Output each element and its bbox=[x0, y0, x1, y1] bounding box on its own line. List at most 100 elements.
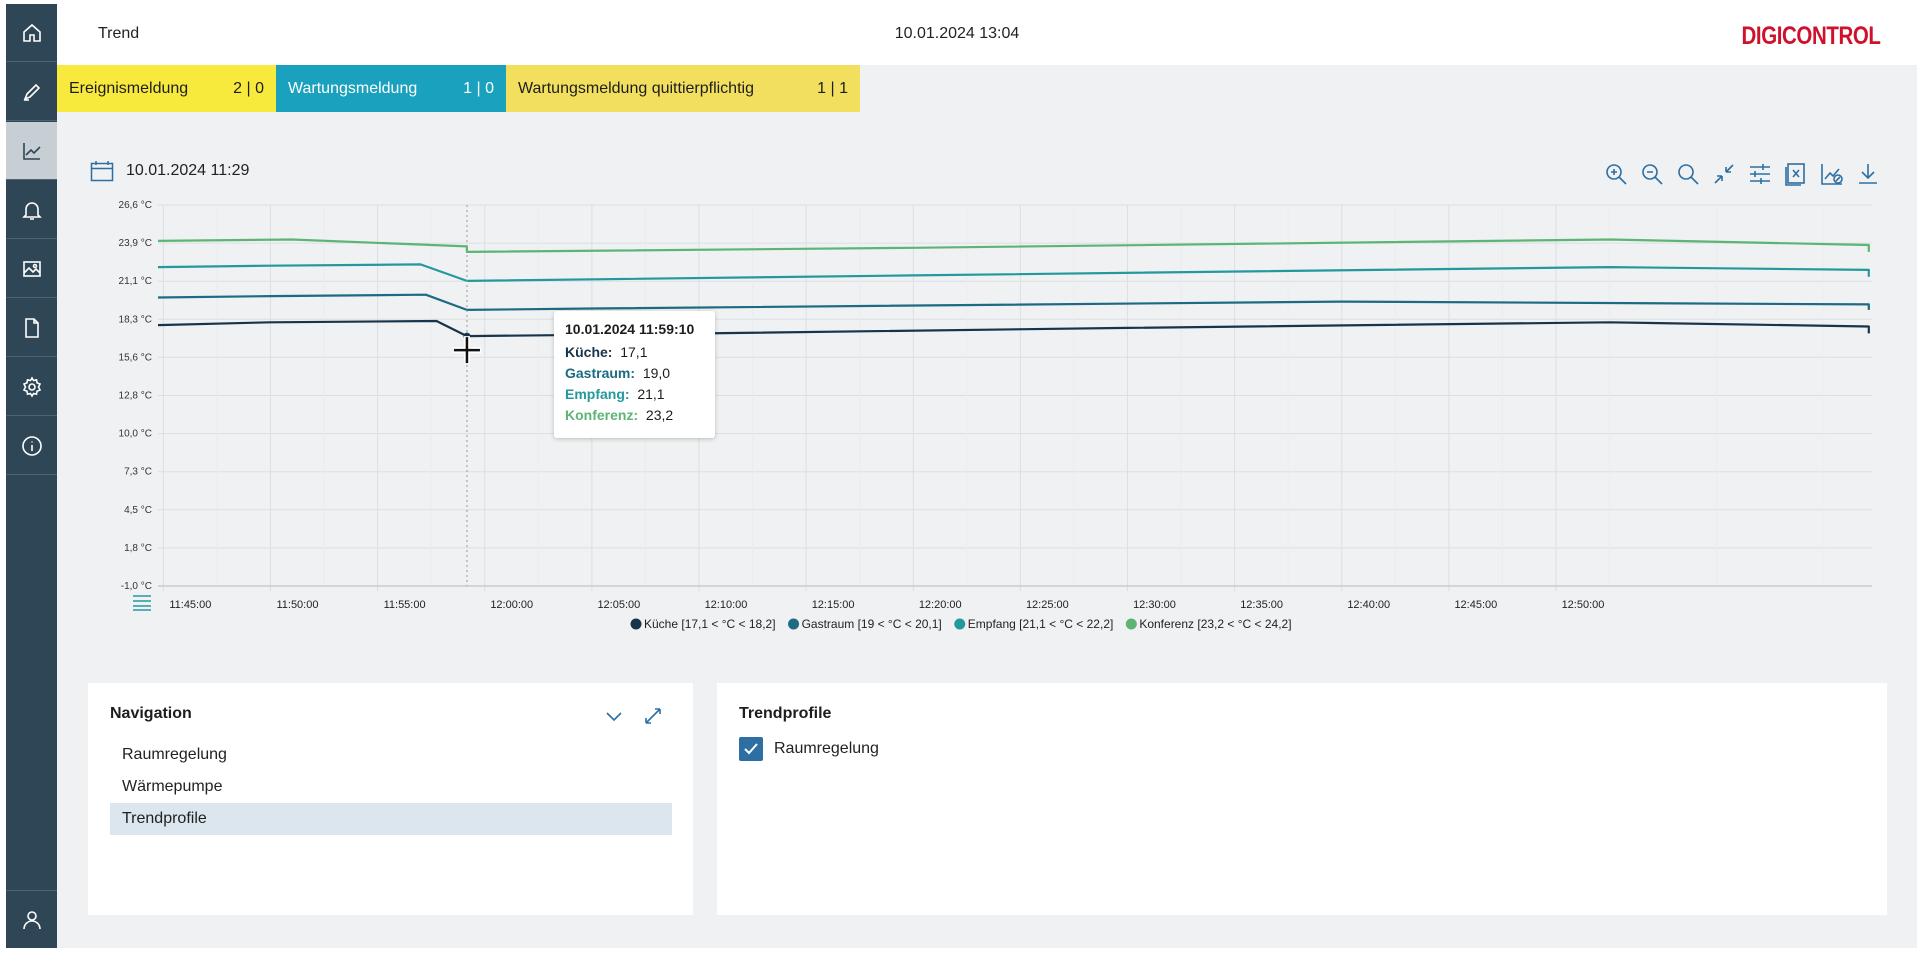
tooltip-value: 23,2 bbox=[645, 407, 674, 423]
chevron-down-icon bbox=[606, 712, 622, 722]
sidebar-item-trend[interactable] bbox=[6, 122, 57, 180]
sidebar-item-settings[interactable] bbox=[6, 358, 57, 416]
chart-toolbar bbox=[1598, 160, 1886, 188]
checkbox-label: Raumregelung bbox=[774, 740, 879, 757]
nav-item-raumregelung[interactable]: Raumregelung bbox=[122, 746, 227, 763]
y-tick-label: -1,0 °C bbox=[121, 581, 152, 592]
sidebar bbox=[6, 4, 57, 948]
tooltip-label: Gastraum: bbox=[565, 365, 636, 381]
zoom-out-button[interactable] bbox=[1634, 160, 1670, 188]
y-tick-label: 15,6 °C bbox=[119, 352, 152, 363]
legend-item[interactable]: Konferenz [23,2 < °C < 24,2] bbox=[1139, 617, 1291, 631]
series-line-3[interactable] bbox=[157, 238, 1870, 253]
expand-icon bbox=[645, 708, 661, 724]
y-tick-label: 21,1 °C bbox=[119, 276, 152, 287]
series-line-2[interactable] bbox=[157, 263, 1870, 282]
header-datetime: 10.01.2024 13:04 bbox=[894, 25, 1020, 42]
tooltip-row: Konferenz: 23,2 bbox=[565, 405, 704, 426]
chart-hide-button[interactable] bbox=[1814, 160, 1850, 188]
x-tick-label: 12:00:00 bbox=[490, 599, 533, 611]
legend-item[interactable]: Empfang [21,1 < °C < 22,2] bbox=[968, 617, 1114, 631]
collapse-button[interactable] bbox=[1706, 160, 1742, 188]
x-tick-label: 12:40:00 bbox=[1347, 599, 1390, 611]
sidebar-item-edit[interactable] bbox=[6, 63, 57, 121]
excel-export-button[interactable] bbox=[1778, 160, 1814, 188]
x-tick-label: 11:55:00 bbox=[384, 599, 426, 611]
chart-settings-button[interactable] bbox=[1742, 160, 1778, 188]
series-line-0[interactable] bbox=[157, 319, 1870, 338]
x-tick-label: 12:05:00 bbox=[597, 599, 640, 611]
alarm-count: 1 | 1 bbox=[817, 79, 848, 97]
alarm-maintenance-ack-badge[interactable]: Wartungsmeldung quittierpflichtig 1 | 1 bbox=[506, 65, 860, 112]
tooltip-value: 21,1 bbox=[637, 386, 665, 402]
alarm-event-badge[interactable]: Ereignismeldung 2 | 0 bbox=[57, 65, 276, 112]
x-tick-label: 12:10:00 bbox=[705, 599, 748, 611]
info-icon bbox=[21, 435, 42, 456]
sidebar-item-user[interactable] bbox=[6, 890, 57, 948]
legend-marker bbox=[788, 618, 800, 630]
download-button[interactable] bbox=[1850, 160, 1886, 188]
nav-item-waermepumpe[interactable]: Wärmepumpe bbox=[122, 778, 223, 795]
checkmark-icon bbox=[744, 743, 758, 755]
tooltip-row: Empfang: 21,1 bbox=[565, 384, 704, 405]
collapse-panel-button[interactable] bbox=[601, 703, 627, 729]
x-tick-label: 11:45:00 bbox=[169, 599, 211, 611]
home-icon bbox=[22, 23, 41, 42]
legend-item[interactable]: Gastraum [19 < °C < 20,1] bbox=[802, 617, 942, 631]
legend-marker bbox=[630, 618, 642, 630]
tooltip-row: Küche: 17,1 bbox=[565, 342, 704, 363]
y-tick-label: 1,8 °C bbox=[124, 543, 152, 554]
cursor-crosshair bbox=[453, 337, 480, 364]
raumregelung-checkbox[interactable] bbox=[739, 737, 763, 761]
y-tick-label: 18,3 °C bbox=[119, 314, 152, 325]
expand-panel-button[interactable] bbox=[640, 703, 666, 729]
sidebar-item-info[interactable] bbox=[6, 417, 57, 475]
y-tick-label: 7,3 °C bbox=[124, 467, 152, 478]
app-frame: Trend 10.01.2024 13:04 DIGICONTROL Ereig… bbox=[6, 4, 1917, 948]
document-icon bbox=[24, 317, 39, 338]
pen-icon bbox=[23, 83, 40, 101]
tooltip-timestamp: 10.01.2024 11:59:10 bbox=[565, 321, 695, 337]
tooltip-label: Küche: bbox=[565, 344, 613, 360]
x-tick-label: 12:25:00 bbox=[1026, 599, 1069, 611]
y-tick-label: 4,5 °C bbox=[124, 505, 152, 516]
zoom-in-button[interactable] bbox=[1598, 160, 1634, 188]
sidebar-item-documents[interactable] bbox=[6, 299, 57, 357]
navigation-panel: Navigation Raumregelung Wärmepumpe Trend… bbox=[88, 683, 693, 915]
chart-date-picker[interactable]: 10.01.2024 11:29 bbox=[90, 160, 249, 182]
tooltip-label: Konferenz: bbox=[565, 407, 639, 423]
collapse-icon bbox=[1714, 164, 1734, 184]
legend-marker bbox=[954, 618, 966, 630]
zoom-reset-button[interactable] bbox=[1670, 160, 1706, 188]
panel-title: Trendprofile bbox=[739, 705, 832, 722]
alarm-maintenance-badge[interactable]: Wartungsmeldung 1 | 0 bbox=[276, 65, 506, 112]
zoom-in-icon bbox=[1606, 164, 1627, 185]
chart-date: 10.01.2024 11:29 bbox=[126, 162, 250, 179]
sidebar-item-images[interactable] bbox=[6, 240, 57, 298]
alarm-count: 2 | 0 bbox=[233, 79, 264, 97]
excel-export-icon bbox=[1785, 163, 1805, 186]
chart-tooltip: 10.01.2024 11:59:10 Küche: 17,1 Gastraum… bbox=[554, 311, 715, 438]
x-tick-label: 12:35:00 bbox=[1240, 599, 1283, 611]
zoom-reset-icon bbox=[1678, 164, 1699, 185]
bell-icon bbox=[21, 201, 42, 220]
series-line-1[interactable] bbox=[157, 293, 1870, 311]
tooltip-value: 19,0 bbox=[642, 365, 671, 381]
header: Trend 10.01.2024 13:04 DIGICONTROL bbox=[57, 4, 1917, 65]
alarm-label: Ereignismeldung bbox=[69, 79, 189, 97]
y-tick-label: 23,9 °C bbox=[119, 238, 152, 249]
trendprofile-panel: Trendprofile Raumregelung bbox=[717, 683, 1887, 915]
chart-hide-icon bbox=[1821, 164, 1843, 185]
x-tick-label: 12:45:00 bbox=[1454, 599, 1497, 611]
nav-item-trendprofile[interactable]: Trendprofile bbox=[110, 803, 672, 835]
alarm-label: Wartungsmeldung bbox=[288, 79, 418, 97]
y-tick-label: 10,0 °C bbox=[119, 429, 152, 440]
legend-item[interactable]: Küche [17,1 < °C < 18,2] bbox=[644, 617, 776, 631]
brand-logo: DIGICONTROL bbox=[1741, 22, 1880, 50]
sidebar-item-alarms[interactable] bbox=[6, 181, 57, 239]
sidebar-item-home[interactable] bbox=[6, 4, 57, 62]
x-tick-label: 12:20:00 bbox=[919, 599, 962, 611]
tooltip-row: Gastraum: 19,0 bbox=[565, 363, 704, 384]
series-list-icon[interactable] bbox=[132, 594, 152, 612]
page-title: Trend bbox=[98, 25, 140, 42]
